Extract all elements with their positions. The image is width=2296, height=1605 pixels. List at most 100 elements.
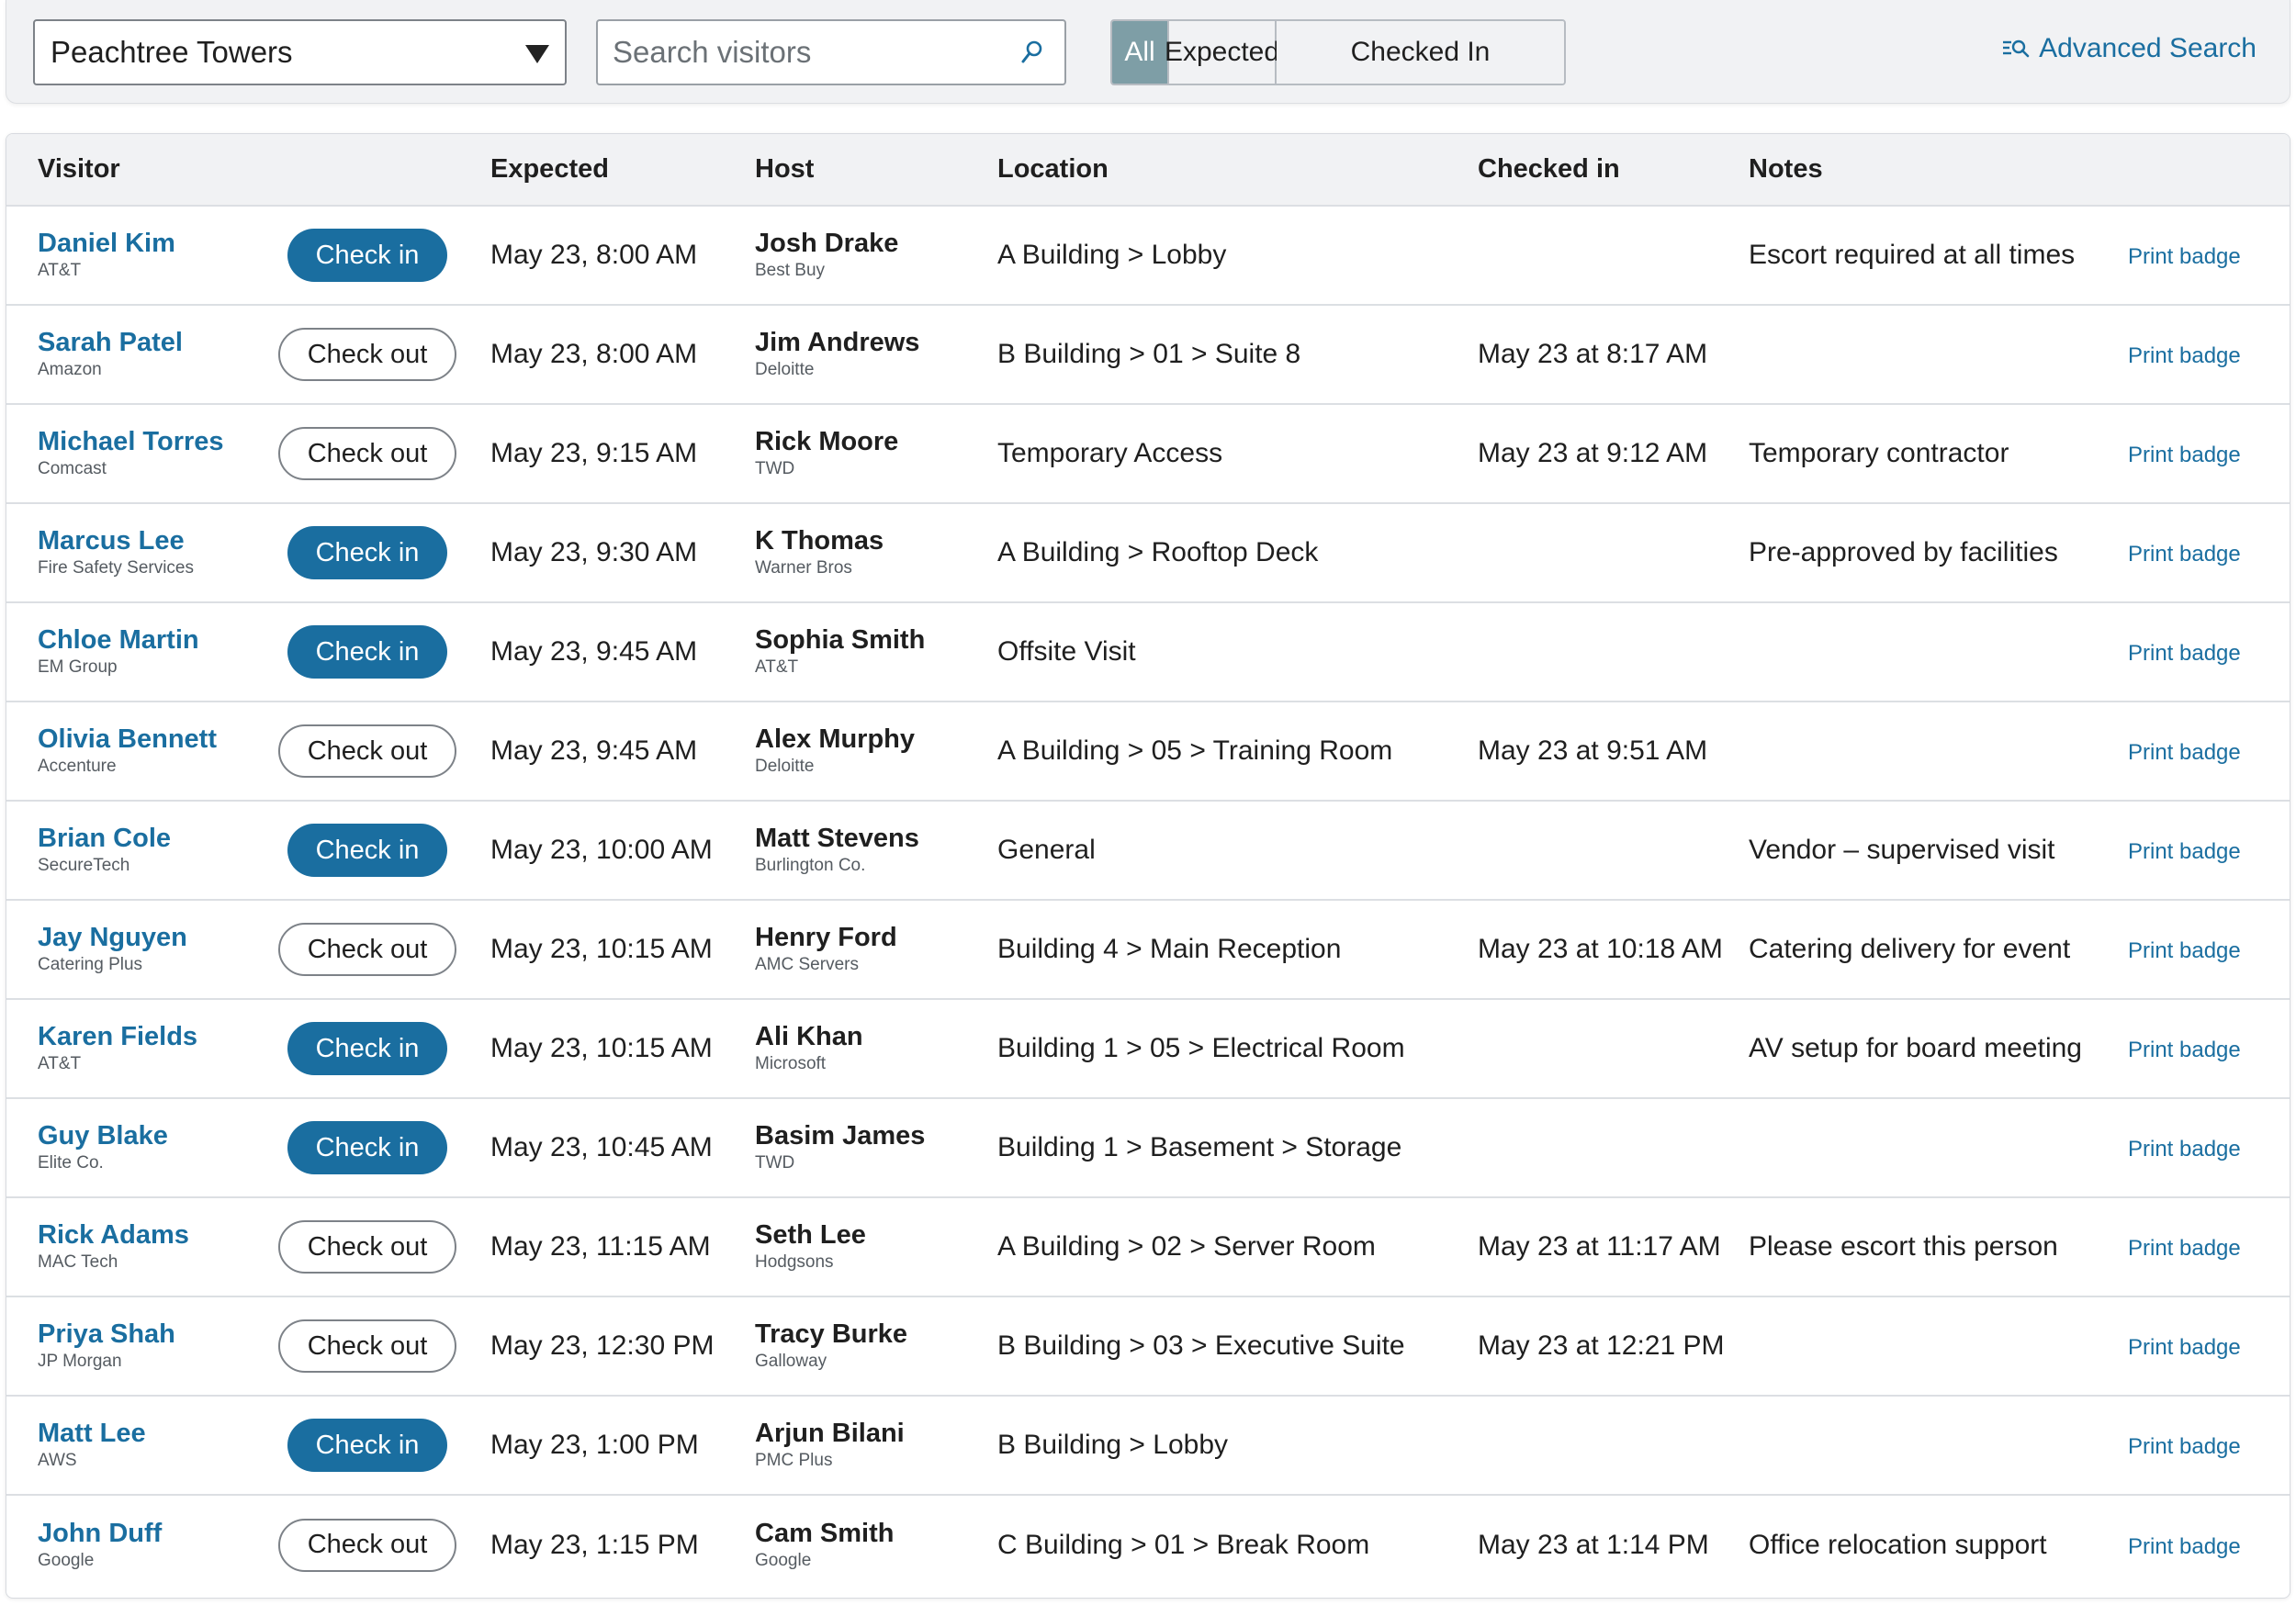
advanced-search-link[interactable]: Advanced Search	[2002, 33, 2257, 64]
visitor-company: AT&T	[38, 261, 82, 280]
visitor-name-link[interactable]: Matt Lee	[38, 1419, 146, 1448]
check-in-button[interactable]: Check in	[287, 1121, 447, 1174]
visitor-company: Comcast	[38, 459, 107, 478]
location: B Building > 01 > Suite 8	[997, 339, 1301, 369]
search-box[interactable]	[596, 19, 1066, 85]
visitor-name-link[interactable]: Brian Cole	[38, 824, 172, 853]
print-badge-link[interactable]: Print badge	[2128, 1434, 2241, 1459]
print-badge-link[interactable]: Print badge	[2128, 1236, 2241, 1261]
visitor-cell: Olivia Bennett Accenture	[6, 701, 250, 801]
chevron-down-icon	[525, 45, 549, 63]
host-company: Warner Bros	[755, 558, 852, 578]
visitor-name-link[interactable]: John Duff	[38, 1518, 163, 1548]
visitor-cell: Marcus Lee Fire Safety Services	[6, 503, 250, 602]
host-name: Josh Drake	[755, 229, 899, 258]
table-row: Brian Cole SecureTech Check in May 23, 10:0…	[6, 801, 2290, 900]
expected-time: May 23, 11:15 AM	[490, 1231, 711, 1262]
check-out-button[interactable]: Check out	[278, 328, 456, 381]
print-badge-link[interactable]: Print badge	[2128, 443, 2241, 467]
checked-in-time: May 23 at 9:12 AM	[1478, 438, 1708, 468]
checked-in-time: May 23 at 11:17 AM	[1478, 1231, 1721, 1262]
advanced-search-label: Advanced Search	[2039, 33, 2257, 63]
check-in-button[interactable]: Check in	[287, 625, 447, 679]
action-cell: Check in	[250, 602, 485, 701]
table-row: Rick Adams MAC Tech Check out May 23, 11:15…	[6, 1197, 2290, 1296]
print-badge-link[interactable]: Print badge	[2128, 1335, 2241, 1360]
visitor-name-link[interactable]: Marcus Lee	[38, 526, 185, 556]
host-cell: Arjun Bilani PMC Plus	[755, 1396, 997, 1495]
column-header-checked-in: Checked in	[1478, 154, 1620, 184]
visitor-name-link[interactable]: Jay Nguyen	[38, 923, 187, 952]
print-badge-link[interactable]: Print badge	[2128, 1038, 2241, 1062]
visitor-name-link[interactable]: Rick Adams	[38, 1220, 189, 1250]
print-badge-link[interactable]: Print badge	[2128, 938, 2241, 963]
visitor-name-link[interactable]: Olivia Bennett	[38, 724, 217, 754]
visitor-company: Elite Co.	[38, 1153, 104, 1173]
print-badge-link[interactable]: Print badge	[2128, 1533, 2241, 1559]
check-out-button[interactable]: Check out	[278, 1518, 456, 1572]
print-badge-link[interactable]: Print badge	[2128, 343, 2241, 368]
print-badge-link[interactable]: Print badge	[2128, 244, 2241, 269]
action-cell: Check in	[250, 801, 485, 900]
visitor-company: SecureTech	[38, 856, 130, 875]
print-badge-link[interactable]: Print badge	[2128, 542, 2241, 567]
checked-in-time	[1478, 206, 1749, 305]
visitor-name-link[interactable]: Guy Blake	[38, 1121, 168, 1150]
notes: AV setup for board meeting	[1749, 1033, 2082, 1063]
table-row: Marcus Lee Fire Safety Services Check in Ma…	[6, 503, 2290, 602]
notes: Pre-approved by facilities	[1749, 537, 2058, 567]
check-in-button[interactable]: Check in	[287, 1022, 447, 1075]
location: A Building > 05 > Training Room	[997, 735, 1393, 766]
check-in-button[interactable]: Check in	[287, 824, 447, 877]
check-out-button[interactable]: Check out	[278, 427, 456, 480]
check-in-button[interactable]: Check in	[287, 526, 447, 579]
check-in-button[interactable]: Check in	[287, 1419, 447, 1472]
host-cell: K Thomas Warner Bros	[755, 503, 997, 602]
location: A Building > Rooftop Deck	[997, 537, 1319, 567]
check-out-button[interactable]: Check out	[278, 1319, 456, 1373]
visitor-name-link[interactable]: Daniel Kim	[38, 229, 175, 258]
check-out-button[interactable]: Check out	[278, 923, 456, 976]
notes	[1749, 1098, 2128, 1197]
visitor-name-link[interactable]: Priya Shah	[38, 1319, 175, 1349]
notes	[1749, 701, 2128, 801]
visitor-cell: Guy Blake Elite Co.	[6, 1098, 250, 1197]
check-out-button[interactable]: Check out	[278, 724, 456, 778]
host-cell: Jim Andrews Deloitte	[755, 305, 997, 404]
host-company: AT&T	[755, 657, 799, 677]
visitor-name-link[interactable]: Sarah Patel	[38, 328, 183, 357]
location: C Building > 01 > Break Room	[997, 1529, 1370, 1560]
host-cell: Ali Khan Microsoft	[755, 999, 997, 1098]
host-cell: Matt Stevens Burlington Co.	[755, 801, 997, 900]
checked-in-time	[1478, 1396, 1749, 1495]
visitor-name-link[interactable]: Michael Torres	[38, 427, 224, 456]
print-badge-link[interactable]: Print badge	[2128, 641, 2241, 666]
search-icon[interactable]	[1020, 39, 1044, 67]
host-cell: Sophia Smith AT&T	[755, 602, 997, 701]
print-badge-link[interactable]: Print badge	[2128, 839, 2241, 864]
visitor-name-link[interactable]: Chloe Martin	[38, 625, 199, 655]
print-badge-link[interactable]: Print badge	[2128, 740, 2241, 765]
action-cell: Check in	[250, 1396, 485, 1495]
check-out-button[interactable]: Check out	[278, 1220, 456, 1274]
location: Offsite Visit	[997, 636, 1136, 667]
building-select[interactable]: Peachtree Towers	[33, 19, 567, 85]
host-cell: Josh Drake Best Buy	[755, 206, 997, 305]
search-input[interactable]	[598, 21, 1002, 84]
action-cell: Check in	[250, 999, 485, 1098]
print-badge-link[interactable]: Print badge	[2128, 1137, 2241, 1162]
check-in-button[interactable]: Check in	[287, 229, 447, 282]
expected-time: May 23, 12:30 PM	[490, 1330, 715, 1361]
checked-in-time: May 23 at 9:51 AM	[1478, 735, 1708, 766]
visitor-company: Catering Plus	[38, 955, 143, 974]
visitor-company: AWS	[38, 1451, 77, 1470]
action-cell: Check out	[250, 1197, 485, 1296]
column-header-location: Location	[997, 154, 1109, 184]
visitor-name-link[interactable]: Karen Fields	[38, 1022, 198, 1051]
filter-checked-in[interactable]: Checked In	[1277, 21, 1564, 84]
filter-expected[interactable]: Expected	[1165, 21, 1279, 84]
filter-all[interactable]: All	[1112, 21, 1169, 84]
visitor-company: EM Group	[38, 657, 118, 677]
visitor-cell: Karen Fields AT&T	[6, 999, 250, 1098]
notes	[1749, 1296, 2128, 1396]
